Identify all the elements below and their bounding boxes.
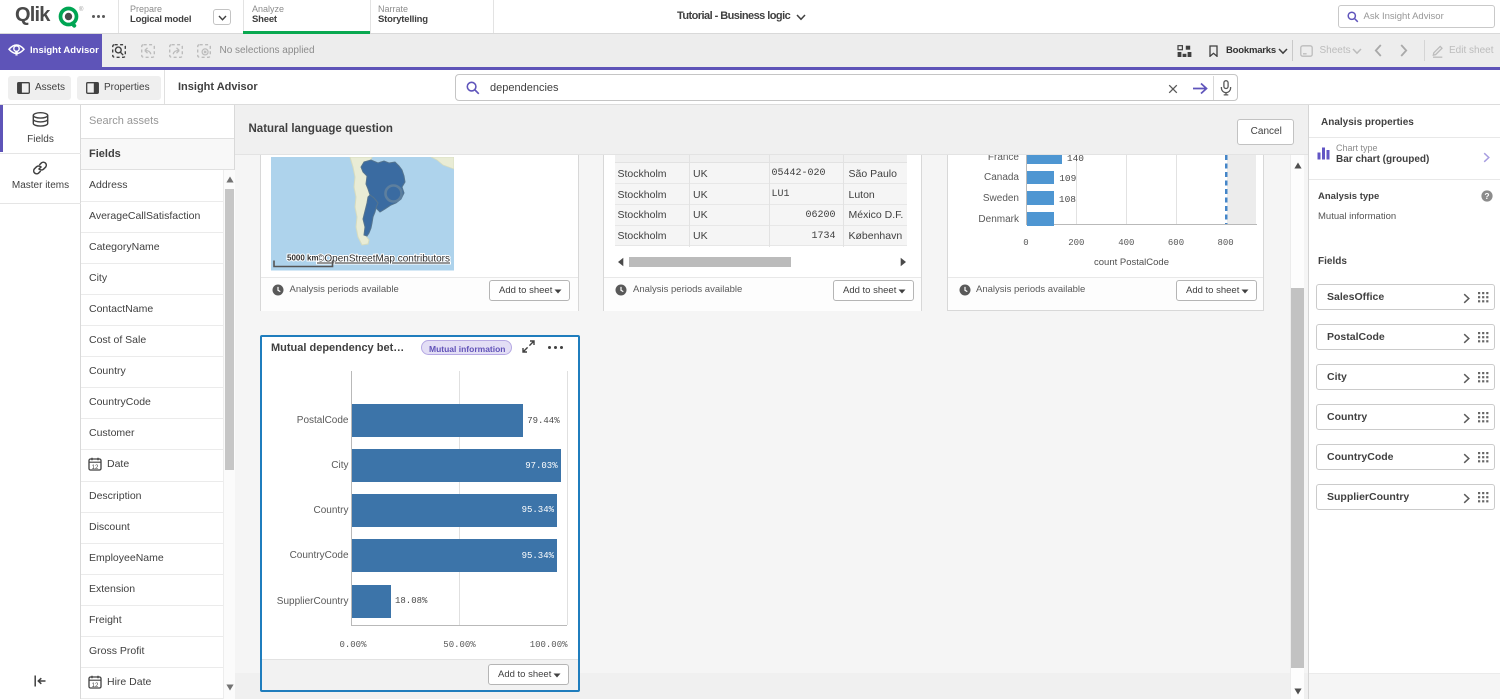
- svg-text:©OpenStreetMap contributors: ©OpenStreetMap contributors: [317, 254, 450, 265]
- svg-text:12: 12: [92, 465, 99, 471]
- svg-text:5000 km: 5000 km: [287, 254, 319, 263]
- svg-text:12: 12: [92, 683, 99, 689]
- svg-text:?: ?: [1484, 191, 1489, 201]
